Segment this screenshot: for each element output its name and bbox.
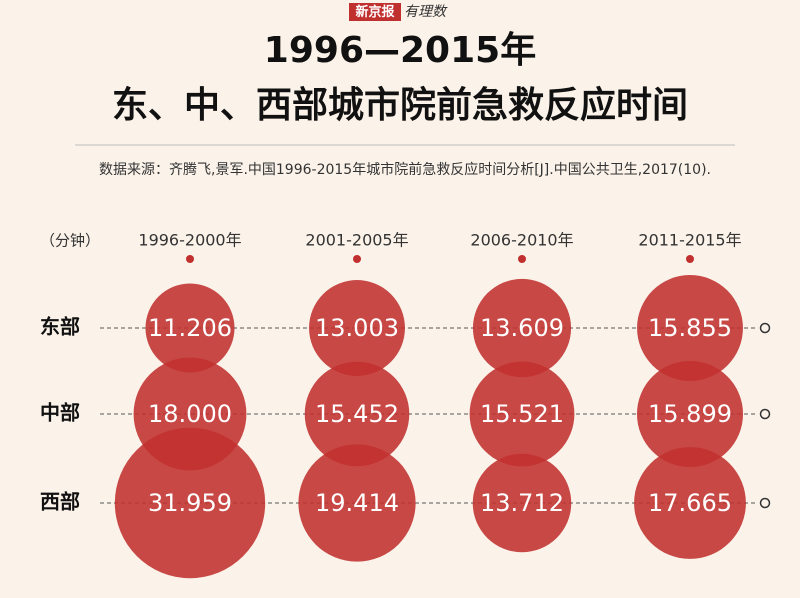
value-label: 19.414	[315, 489, 399, 517]
value-label: 31.959	[148, 489, 232, 517]
value-label: 11.206	[148, 314, 232, 342]
bubble	[637, 275, 743, 381]
column-label: 2006-2010年	[470, 231, 573, 250]
value-label: 13.712	[480, 489, 564, 517]
brand-left: 新京报	[355, 4, 395, 20]
value-label: 15.855	[648, 314, 732, 342]
source: 数据来源：齐腾飞,景军.中国1996-2015年城市院前急救反应时间分析[J].…	[99, 161, 711, 178]
column-dot	[518, 255, 526, 263]
chart-title: 1996—2015年	[264, 30, 536, 71]
row-label: 东部	[40, 315, 80, 339]
bubble	[145, 283, 235, 373]
bubble	[304, 361, 410, 467]
column-dot	[186, 255, 194, 263]
value-label: 13.003	[315, 314, 399, 342]
column-label: 2001-2005年	[305, 231, 408, 250]
column-dot	[353, 255, 361, 263]
value-label: 15.452	[315, 400, 399, 428]
value-label: 15.899	[648, 400, 732, 428]
bubble	[114, 427, 266, 579]
bubble	[636, 360, 744, 468]
bubble	[472, 278, 572, 378]
column-label: 1996-2000年	[138, 231, 241, 250]
value-label: 17.665	[648, 489, 732, 517]
brand-right: 有理数	[404, 4, 448, 20]
value-label: 13.609	[480, 314, 564, 342]
row-label: 西部	[40, 490, 80, 514]
column-label: 2011-2015年	[638, 231, 741, 250]
row-label: 中部	[40, 401, 80, 425]
bubble	[309, 280, 405, 376]
unit-label: （分钟）	[40, 232, 100, 250]
chart-title: 东、中、西部城市院前急救反应时间	[112, 85, 688, 126]
row-end	[759, 497, 771, 509]
bubble	[298, 444, 416, 562]
value-label: 18.000	[148, 400, 232, 428]
column-dot	[686, 255, 694, 263]
bubble	[634, 447, 746, 559]
value-label: 15.521	[480, 400, 564, 428]
row-end	[759, 322, 771, 334]
brand-box	[349, 3, 401, 21]
row-end	[759, 408, 771, 420]
bubble	[469, 361, 575, 467]
bubble	[472, 453, 572, 553]
